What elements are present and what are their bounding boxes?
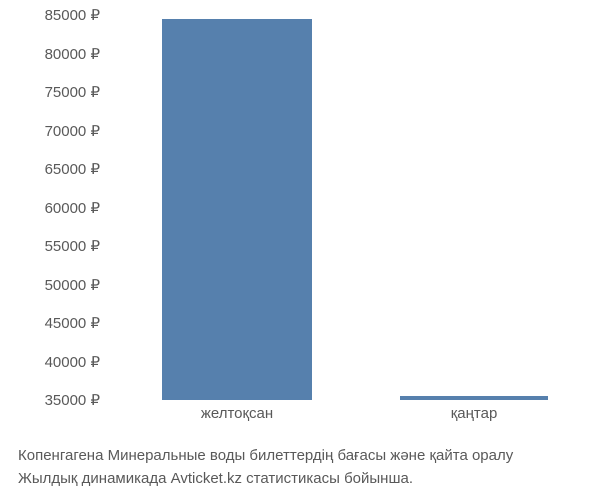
caption-line-1: Копенгагена Минеральные воды билеттердің… (18, 445, 513, 468)
y-axis: 35000 ₽40000 ₽45000 ₽50000 ₽55000 ₽60000… (20, 15, 100, 400)
caption-line-2: Жылдық динамикада Avticket.kz статистика… (18, 468, 513, 491)
chart-area: 35000 ₽40000 ₽45000 ₽50000 ₽55000 ₽60000… (20, 15, 580, 400)
y-tick: 50000 ₽ (20, 276, 100, 294)
x-tick: қаңтар (451, 405, 498, 422)
y-tick: 70000 ₽ (20, 122, 100, 140)
x-tick: желтоқсан (201, 405, 273, 422)
y-tick: 80000 ₽ (20, 45, 100, 63)
x-axis: желтоқсан қаңтар (105, 405, 580, 435)
plot-area (105, 15, 580, 400)
caption: Копенгагена Минеральные воды билеттердің… (18, 445, 513, 490)
y-tick: 40000 ₽ (20, 353, 100, 371)
y-tick: 75000 ₽ (20, 83, 100, 101)
y-tick: 85000 ₽ (20, 6, 100, 24)
y-tick: 60000 ₽ (20, 199, 100, 217)
bar (400, 396, 548, 400)
y-tick: 35000 ₽ (20, 391, 100, 409)
y-tick: 55000 ₽ (20, 237, 100, 255)
y-tick: 65000 ₽ (20, 160, 100, 178)
bar (162, 19, 312, 400)
y-tick: 45000 ₽ (20, 314, 100, 332)
